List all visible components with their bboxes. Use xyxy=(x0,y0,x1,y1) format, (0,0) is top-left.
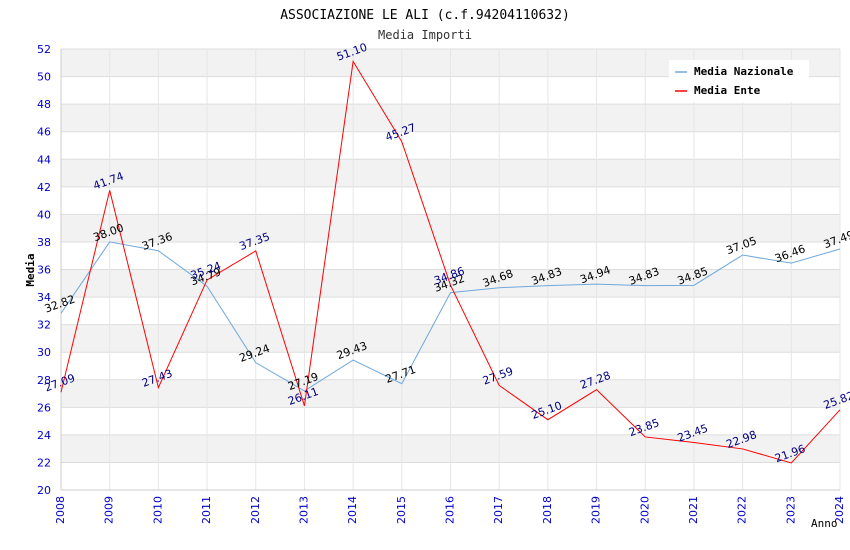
y-tick-label: 52 xyxy=(37,43,51,56)
series-line-ente xyxy=(60,59,841,464)
x-tick-label: 2017 xyxy=(492,496,505,524)
legend-box xyxy=(669,60,809,102)
y-tick-label: 28 xyxy=(37,374,51,387)
y-tick-label: 38 xyxy=(37,236,51,249)
y-tick-label: 32 xyxy=(37,319,51,332)
x-tick-label: 2021 xyxy=(687,496,700,524)
y-tick-label: 30 xyxy=(37,346,51,359)
x-axis-title: Anno xyxy=(811,517,838,530)
x-tick-label: 2008 xyxy=(54,496,67,524)
x-tick-label: 2010 xyxy=(151,496,164,524)
x-tick-label: 2009 xyxy=(103,496,116,524)
y-tick-label: 40 xyxy=(37,208,51,221)
y-tick-label: 42 xyxy=(37,181,51,194)
x-tick-label: 2012 xyxy=(249,496,262,524)
x-tick-label: 2011 xyxy=(200,496,213,524)
chart-title: ASSOCIAZIONE LE ALI (c.f.94204110632) xyxy=(280,8,570,23)
x-tick-label: 2022 xyxy=(736,496,749,524)
x-tick-label: 2024 xyxy=(833,496,846,524)
x-tick-label: 2019 xyxy=(590,496,603,524)
x-tick-label: 2020 xyxy=(638,496,651,524)
x-tick-label: 2014 xyxy=(346,496,359,524)
y-tick-label: 50 xyxy=(37,71,51,84)
x-tick-label: 2015 xyxy=(395,496,408,524)
axes xyxy=(60,49,840,491)
y-tick-label: 26 xyxy=(37,401,51,414)
y-tick-label: 20 xyxy=(37,484,51,497)
x-tick-label: 2018 xyxy=(541,496,554,524)
series-line-nazionale xyxy=(60,241,841,392)
grid-lines xyxy=(61,48,841,491)
y-tick-label: 36 xyxy=(37,264,51,277)
y-tick-label: 48 xyxy=(37,98,51,111)
chart-subtitle: Media Importi xyxy=(378,28,472,42)
x-tick-label: 2016 xyxy=(444,496,457,524)
x-axis-ticks: 2008 2009 2010 2011 2012 2013 2014 2015 2016 2017… xyxy=(54,496,846,524)
y-tick-label: 24 xyxy=(37,429,51,442)
y-tick-label: 44 xyxy=(37,153,51,166)
legend-label-nazionale: Media Nazionale xyxy=(694,65,794,78)
y-axis-title: Media xyxy=(24,253,37,286)
y-tick-label: 46 xyxy=(37,126,51,139)
y-tick-label: 34 xyxy=(37,291,51,304)
y-axis-ticks: 20 22 24 26 28 30 32 34 36 38 40 42 44 46 48 50 52 xyxy=(37,43,51,497)
legend-label-ente: Media Ente xyxy=(694,84,761,97)
series-lines xyxy=(60,59,841,464)
x-tick-label: 2013 xyxy=(297,496,310,524)
x-tick-label: 2023 xyxy=(784,496,797,524)
y-tick-label: 22 xyxy=(37,456,51,469)
legend: Media Nazionale Media Ente xyxy=(669,60,809,102)
